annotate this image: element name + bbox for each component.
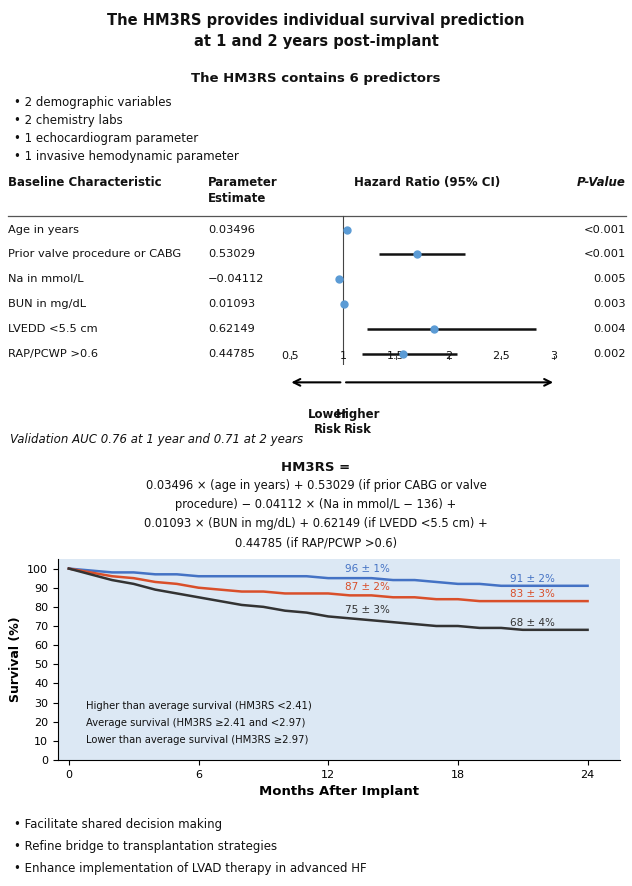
Text: P-Value: P-Value xyxy=(577,176,626,189)
Text: 83 ± 3%: 83 ± 3% xyxy=(510,589,555,599)
Text: 0.53029: 0.53029 xyxy=(208,250,255,260)
Text: 91 ± 2%: 91 ± 2% xyxy=(510,574,555,584)
Text: Na in mmol/L: Na in mmol/L xyxy=(8,275,83,284)
Text: • 2 demographic variables: • 2 demographic variables xyxy=(14,96,172,109)
Text: Higher
Risk: Higher Risk xyxy=(336,408,380,437)
Text: Age in years: Age in years xyxy=(8,225,79,235)
X-axis label: Months After Implant: Months After Implant xyxy=(259,785,419,798)
Text: 0.03496 × (age in years) + 0.53029 (if prior CABG or valve
procedure) − 0.04112 : 0.03496 × (age in years) + 0.53029 (if p… xyxy=(144,479,488,549)
Text: −0.04112: −0.04112 xyxy=(208,275,264,284)
Text: Average survival (HM3RS ≥2.41 and <2.97): Average survival (HM3RS ≥2.41 and <2.97) xyxy=(86,718,305,728)
Text: 75 ± 3%: 75 ± 3% xyxy=(346,604,391,615)
Text: The HM3RS contains 6 predictors: The HM3RS contains 6 predictors xyxy=(191,72,441,85)
Text: 3: 3 xyxy=(550,351,557,361)
Text: 2.5: 2.5 xyxy=(492,351,510,361)
Text: RAP/PCWP >0.6: RAP/PCWP >0.6 xyxy=(8,349,98,359)
Text: 0.01093: 0.01093 xyxy=(208,299,255,309)
Text: HM3RS =: HM3RS = xyxy=(281,461,351,474)
Text: 0.004: 0.004 xyxy=(593,324,626,334)
Text: 1.5: 1.5 xyxy=(387,351,404,361)
Text: • Refine bridge to transplantation strategies: • Refine bridge to transplantation strat… xyxy=(14,840,277,853)
Text: 0.44785: 0.44785 xyxy=(208,349,255,359)
Text: • 1 invasive hemodynamic parameter: • 1 invasive hemodynamic parameter xyxy=(14,150,239,163)
Text: 68 ± 4%: 68 ± 4% xyxy=(510,618,555,628)
Text: 0.03496: 0.03496 xyxy=(208,225,255,235)
Text: 87 ± 2%: 87 ± 2% xyxy=(346,581,391,592)
Text: 0.005: 0.005 xyxy=(593,275,626,284)
Text: Baseline Characteristic: Baseline Characteristic xyxy=(8,176,162,189)
Text: Validation AUC 0.76 at 1 year and 0.71 at 2 years: Validation AUC 0.76 at 1 year and 0.71 a… xyxy=(10,433,303,447)
Text: • Facilitate shared decision making: • Facilitate shared decision making xyxy=(14,818,222,831)
Text: • Enhance implementation of LVAD therapy in advanced HF: • Enhance implementation of LVAD therapy… xyxy=(14,862,367,875)
Text: 96 ± 1%: 96 ± 1% xyxy=(346,564,391,574)
Text: 0.5: 0.5 xyxy=(282,351,300,361)
Text: The HM3RS provides individual survival prediction
at 1 and 2 years post-implant: The HM3RS provides individual survival p… xyxy=(107,13,525,49)
Text: Parameter
Estimate: Parameter Estimate xyxy=(208,176,277,205)
Text: 1: 1 xyxy=(340,351,347,361)
Text: BUN in mg/dL: BUN in mg/dL xyxy=(8,299,86,309)
Text: 0.62149: 0.62149 xyxy=(208,324,255,334)
Text: 0.002: 0.002 xyxy=(593,349,626,359)
Text: <0.001: <0.001 xyxy=(584,250,626,260)
Text: Prior valve procedure or CABG: Prior valve procedure or CABG xyxy=(8,250,181,260)
Text: • 2 chemistry labs: • 2 chemistry labs xyxy=(14,114,123,127)
Text: LVEDD <5.5 cm: LVEDD <5.5 cm xyxy=(8,324,97,334)
Text: Hazard Ratio (95% CI): Hazard Ratio (95% CI) xyxy=(355,176,501,189)
Y-axis label: Survival (%): Survival (%) xyxy=(9,617,21,703)
Text: Lower than average survival (HM3RS ≥2.97): Lower than average survival (HM3RS ≥2.97… xyxy=(86,735,308,745)
Text: • 1 echocardiogram parameter: • 1 echocardiogram parameter xyxy=(14,132,198,145)
Text: Higher than average survival (HM3RS <2.41): Higher than average survival (HM3RS <2.4… xyxy=(86,701,312,711)
Text: Lower
Risk: Lower Risk xyxy=(308,408,348,437)
Text: <0.001: <0.001 xyxy=(584,225,626,235)
Text: 2: 2 xyxy=(445,351,452,361)
Text: 0.003: 0.003 xyxy=(593,299,626,309)
